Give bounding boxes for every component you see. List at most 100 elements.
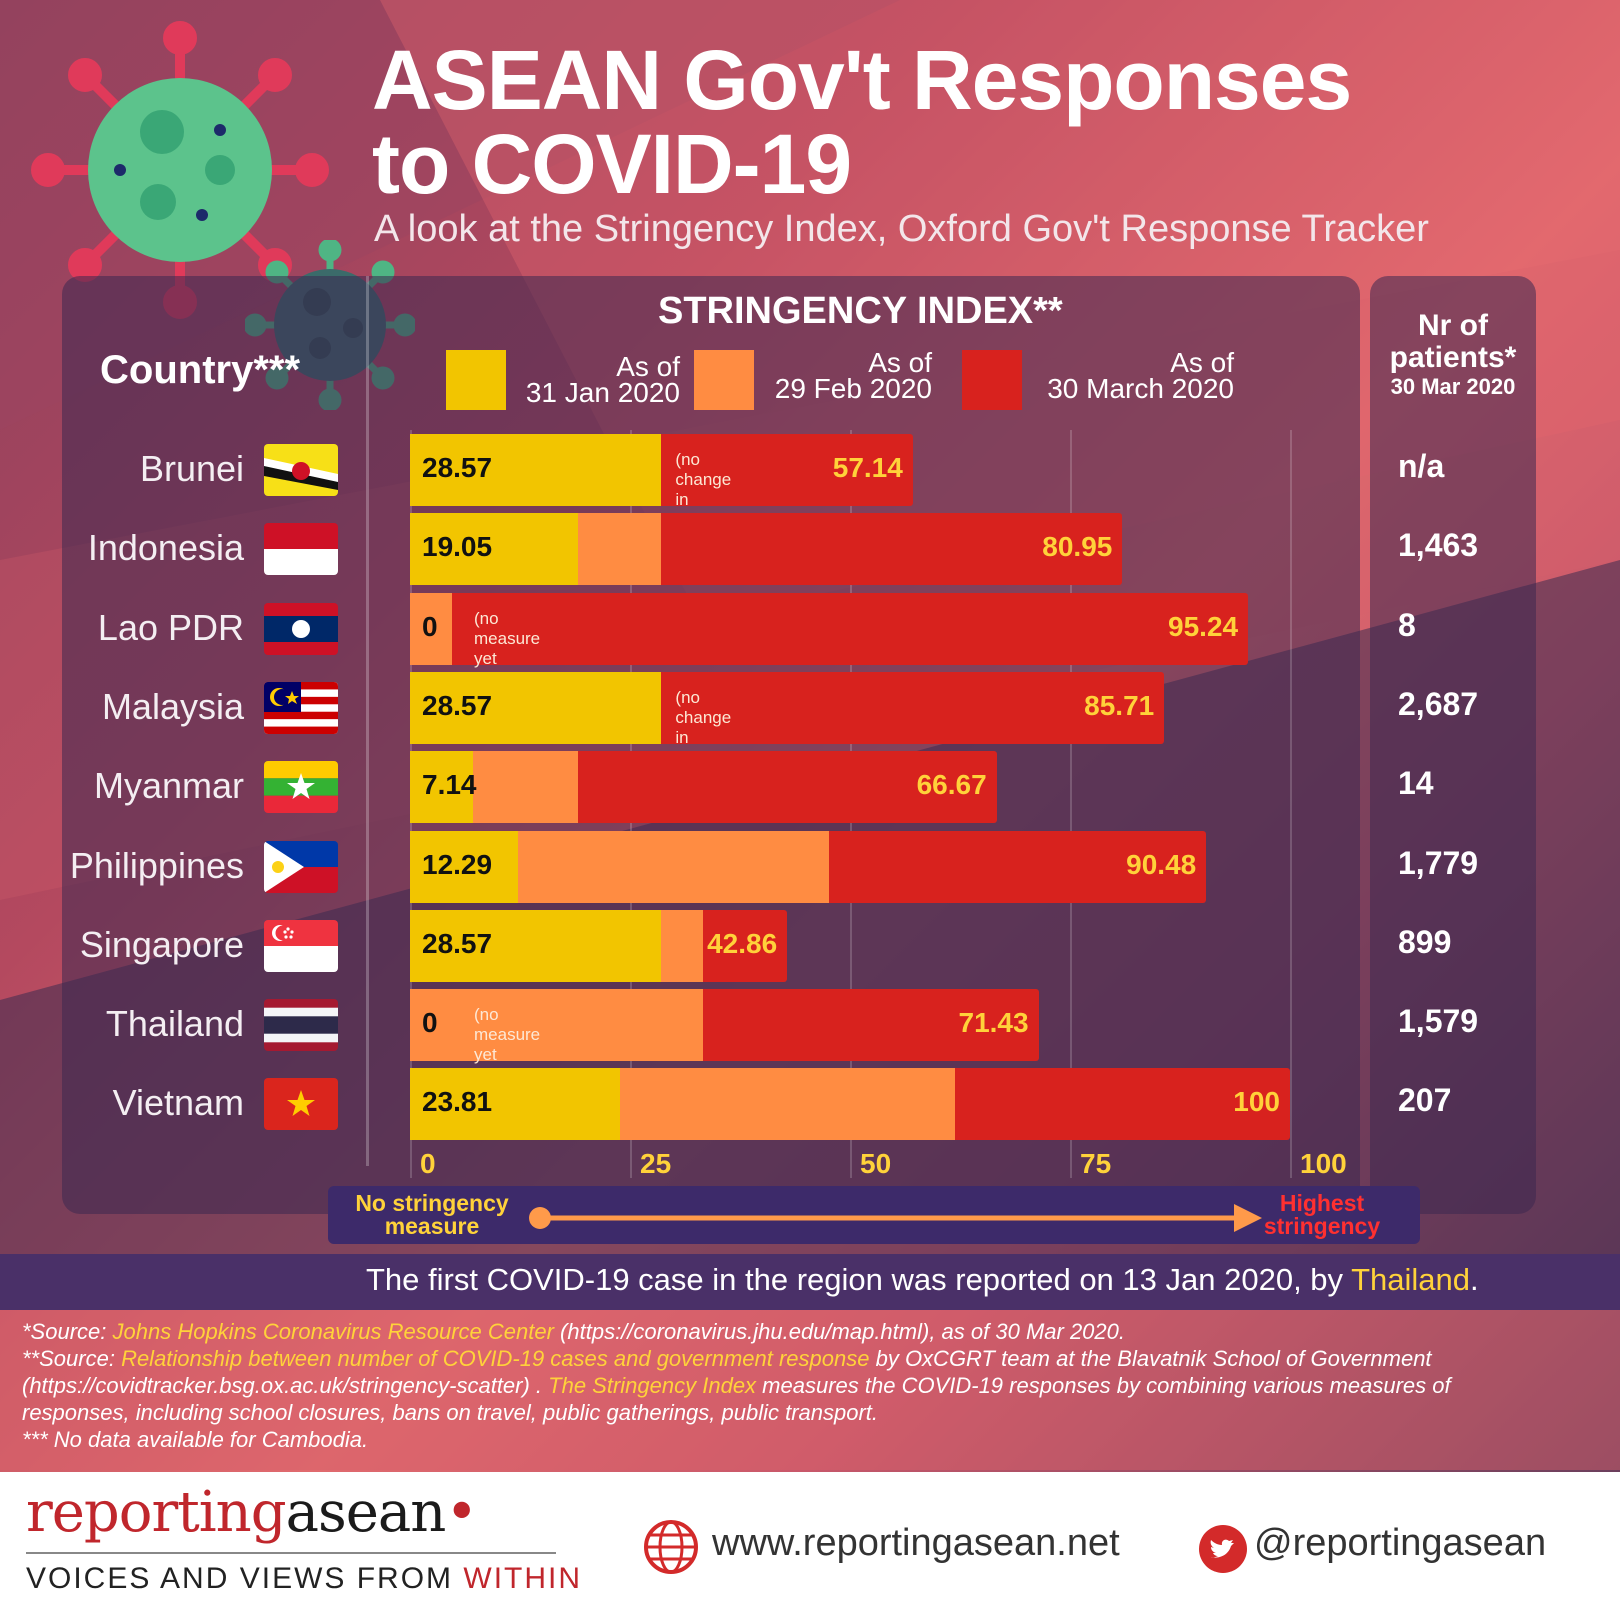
jan-value-label: 0 [422, 611, 438, 642]
footnote-2-cont2: responses, including school closures, ba… [22, 1400, 879, 1425]
patients-value: 207 [1398, 1082, 1452, 1118]
website-link[interactable]: www.reportingasean.net [712, 1522, 1120, 1564]
flag-vietnam-icon [264, 1078, 338, 1130]
flag-thailand-icon [264, 999, 338, 1051]
twitter-icon [1199, 1525, 1247, 1573]
flag-indonesia-icon [264, 523, 338, 575]
x-tick-label: 100 [1300, 1148, 1347, 1179]
mar-value-label: 42.86 [707, 928, 778, 959]
footnotes: *Source: Johns Hopkins Coronavirus Resou… [22, 1318, 1602, 1453]
jan-value-label: 19.05 [422, 531, 493, 562]
brand-divider [26, 1552, 556, 1554]
bar-jan [410, 831, 519, 903]
country-label: Philippines [69, 845, 244, 886]
first-case-banner [0, 1254, 1620, 1310]
country-label: Malaysia [101, 686, 244, 727]
flag-brunei-icon [264, 444, 338, 496]
legend-swatch-mar [962, 350, 1022, 410]
gridline [1070, 430, 1072, 1178]
footnote-2: **Source: Relationship between number of… [22, 1346, 1432, 1371]
page-title: ASEAN Gov't Responses [372, 33, 1352, 127]
globe-icon [644, 1520, 698, 1574]
flag-malaysia-icon [264, 682, 338, 734]
bar-feb [410, 593, 452, 665]
jan-value-label: 7.14 [422, 769, 477, 800]
patients-value: 1,463 [1398, 527, 1479, 563]
stringency-index-link[interactable]: The Stringency Index [548, 1373, 757, 1398]
bar-jan [410, 751, 473, 823]
page-title-line2: to COVID-19 [372, 117, 852, 211]
legend-label-jan: As of 31 Jan 2020 [525, 351, 680, 408]
scale-high-label: Highest stringency [1263, 1190, 1381, 1239]
scale-arrow-icon [529, 1204, 1262, 1232]
brand-tagline: VOICES AND VIEWS FROM WITHIN [26, 1562, 583, 1595]
flag-singapore-icon [264, 920, 338, 972]
patients-value: 1,579 [1398, 1003, 1479, 1039]
patients-header: Nr of patients* 30 Mar 2020 [1370, 310, 1536, 400]
mar-value-label: 85.71 [1084, 690, 1155, 721]
mar-value-label: 95.24 [1168, 611, 1239, 642]
patients-header-line2: patients* [1389, 341, 1517, 374]
country-label: Brunei [139, 448, 244, 489]
legend-label-mar: As of 30 March 2020 [1047, 347, 1234, 404]
scale-low-label: No stringency measure [355, 1190, 509, 1239]
bar-jan [410, 910, 662, 982]
flag-philippines-icon [264, 841, 338, 893]
flag-myanmar-icon [264, 761, 338, 813]
brand-logo: reportingasean• [26, 1480, 478, 1545]
gridline [1290, 430, 1292, 1178]
country-header: Country*** [100, 348, 301, 392]
x-tick-label: 50 [860, 1148, 892, 1179]
jan-value-label: 12.29 [422, 849, 493, 880]
jan-value-label: 28.57 [422, 690, 493, 721]
jan-value-label: 0 [422, 1007, 438, 1038]
bar-jan [410, 513, 578, 585]
x-tick-label: 0 [420, 1148, 436, 1179]
page-subtitle: A look at the Stringency Index, Oxford G… [374, 208, 1429, 250]
jan-value-label: 23.81 [422, 1086, 493, 1117]
patients-value: 899 [1398, 924, 1452, 960]
footnote-2-cont: (https://covidtracker.bsg.ox.ac.uk/strin… [22, 1373, 1451, 1398]
footnote-3: *** No data available for Cambodia. [22, 1427, 369, 1452]
chart-title: STRINGENCY INDEX** [658, 290, 1063, 332]
mar-value-label: 100 [1233, 1086, 1280, 1117]
bar-mar [410, 593, 1249, 665]
country-label: Singapore [79, 924, 244, 965]
footnote-1: *Source: Johns Hopkins Coronavirus Resou… [22, 1319, 1125, 1344]
legend-swatch-feb [694, 350, 754, 410]
patients-value: 8 [1398, 607, 1416, 643]
flag-laos-icon [264, 603, 338, 655]
bar-jan [410, 1068, 620, 1140]
patients-header-line1: Nr of [1418, 309, 1488, 342]
country-label: Thailand [105, 1003, 244, 1044]
mar-value-label: 66.67 [916, 769, 987, 800]
source-link-oxcgrt[interactable]: Relationship between number of COVID-19 … [121, 1346, 870, 1371]
jan-value-label: 28.57 [422, 452, 493, 483]
patients-value: 1,779 [1398, 845, 1479, 881]
country-label: Lao PDR [97, 607, 244, 648]
x-tick-label: 75 [1080, 1148, 1112, 1179]
bar-jan [410, 434, 662, 506]
panel-divider [366, 276, 369, 1166]
legend-label-feb: As of 29 Feb 2020 [774, 347, 932, 404]
source-link-jhu[interactable]: Johns Hopkins Coronavirus Resource Cente… [112, 1319, 554, 1344]
bar-jan [410, 672, 662, 744]
twitter-handle[interactable]: @reportingasean [1254, 1522, 1547, 1564]
patients-value: 2,687 [1398, 686, 1479, 722]
mar-value-label: 80.95 [1042, 531, 1113, 562]
mar-value-label: 90.48 [1126, 849, 1197, 880]
footer [0, 1472, 1620, 1620]
legend-swatch-jan [446, 350, 506, 410]
first-case-text: The first COVID-19 case in the region wa… [366, 1262, 1479, 1297]
x-tick-label: 25 [640, 1148, 672, 1179]
country-label: Vietnam [112, 1082, 244, 1123]
patients-value: n/a [1398, 448, 1445, 484]
jan-value-label: 28.57 [422, 928, 493, 959]
mar-value-label: 57.14 [832, 452, 903, 483]
patients-panel [1370, 276, 1536, 1214]
patients-header-date: 30 Mar 2020 [1390, 374, 1516, 399]
country-label: Indonesia [87, 527, 244, 568]
mar-value-label: 71.43 [958, 1007, 1029, 1038]
patients-value: 14 [1398, 765, 1434, 801]
